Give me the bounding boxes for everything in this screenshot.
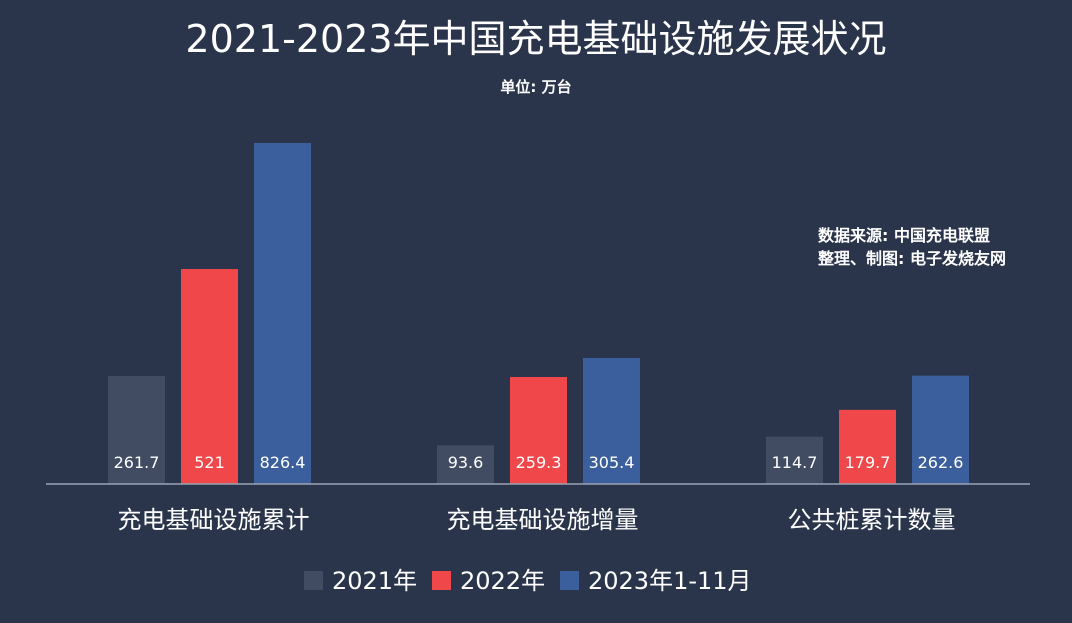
value-label-3-1: 114.7 <box>772 453 818 472</box>
legend-swatch-2 <box>432 571 451 590</box>
chart-title: 2021-2023年中国充电基础设施发展状况 <box>185 17 886 61</box>
chart-subtitle: 单位: 万台 <box>500 78 571 96</box>
category-label-2: 充电基础设施增量 <box>447 506 639 534</box>
category-label-3: 公共桩累计数量 <box>788 506 956 534</box>
value-label-1-3: 826.4 <box>260 453 306 472</box>
bar-2-1 <box>437 445 494 484</box>
legend-swatch-1 <box>304 571 323 590</box>
legend-label-1: 2021年 <box>332 567 417 595</box>
legend-label-3: 2023年1-11月 <box>588 567 752 595</box>
value-label-1-2: 521 <box>194 453 225 472</box>
value-label-2-2: 259.3 <box>516 453 562 472</box>
bar-1-3 <box>254 143 311 484</box>
source-annotation: 数据来源: 中国充电联盟 <box>818 226 990 245</box>
bars-group: 261.7 521 826.4 93.6 259.3 305.4 114.7 179.7 262… <box>108 143 969 484</box>
bar-1-1 <box>108 376 165 484</box>
bar-2-2 <box>510 377 567 484</box>
value-label-3-3: 262.6 <box>918 453 964 472</box>
legend: 2021年 2022年 2023年1-11月 <box>304 567 752 595</box>
bar-3-1 <box>766 436 823 484</box>
bar-2-3 <box>583 357 640 484</box>
legend-label-2: 2022年 <box>460 567 545 595</box>
author-annotation: 整理、制图: 电子发烧友网 <box>817 249 1006 268</box>
legend-swatch-3 <box>560 571 579 590</box>
bar-1-2 <box>181 269 238 484</box>
category-label-1: 充电基础设施累计 <box>118 506 310 534</box>
value-label-1-1: 261.7 <box>114 453 160 472</box>
value-label-2-3: 305.4 <box>589 453 635 472</box>
value-label-3-2: 179.7 <box>845 453 891 472</box>
value-label-2-1: 93.6 <box>448 453 484 472</box>
bar-3-3 <box>912 375 969 484</box>
category-labels: 充电基础设施累计 充电基础设施增量 公共桩累计数量 <box>118 506 956 534</box>
bar-3-2 <box>839 409 896 484</box>
